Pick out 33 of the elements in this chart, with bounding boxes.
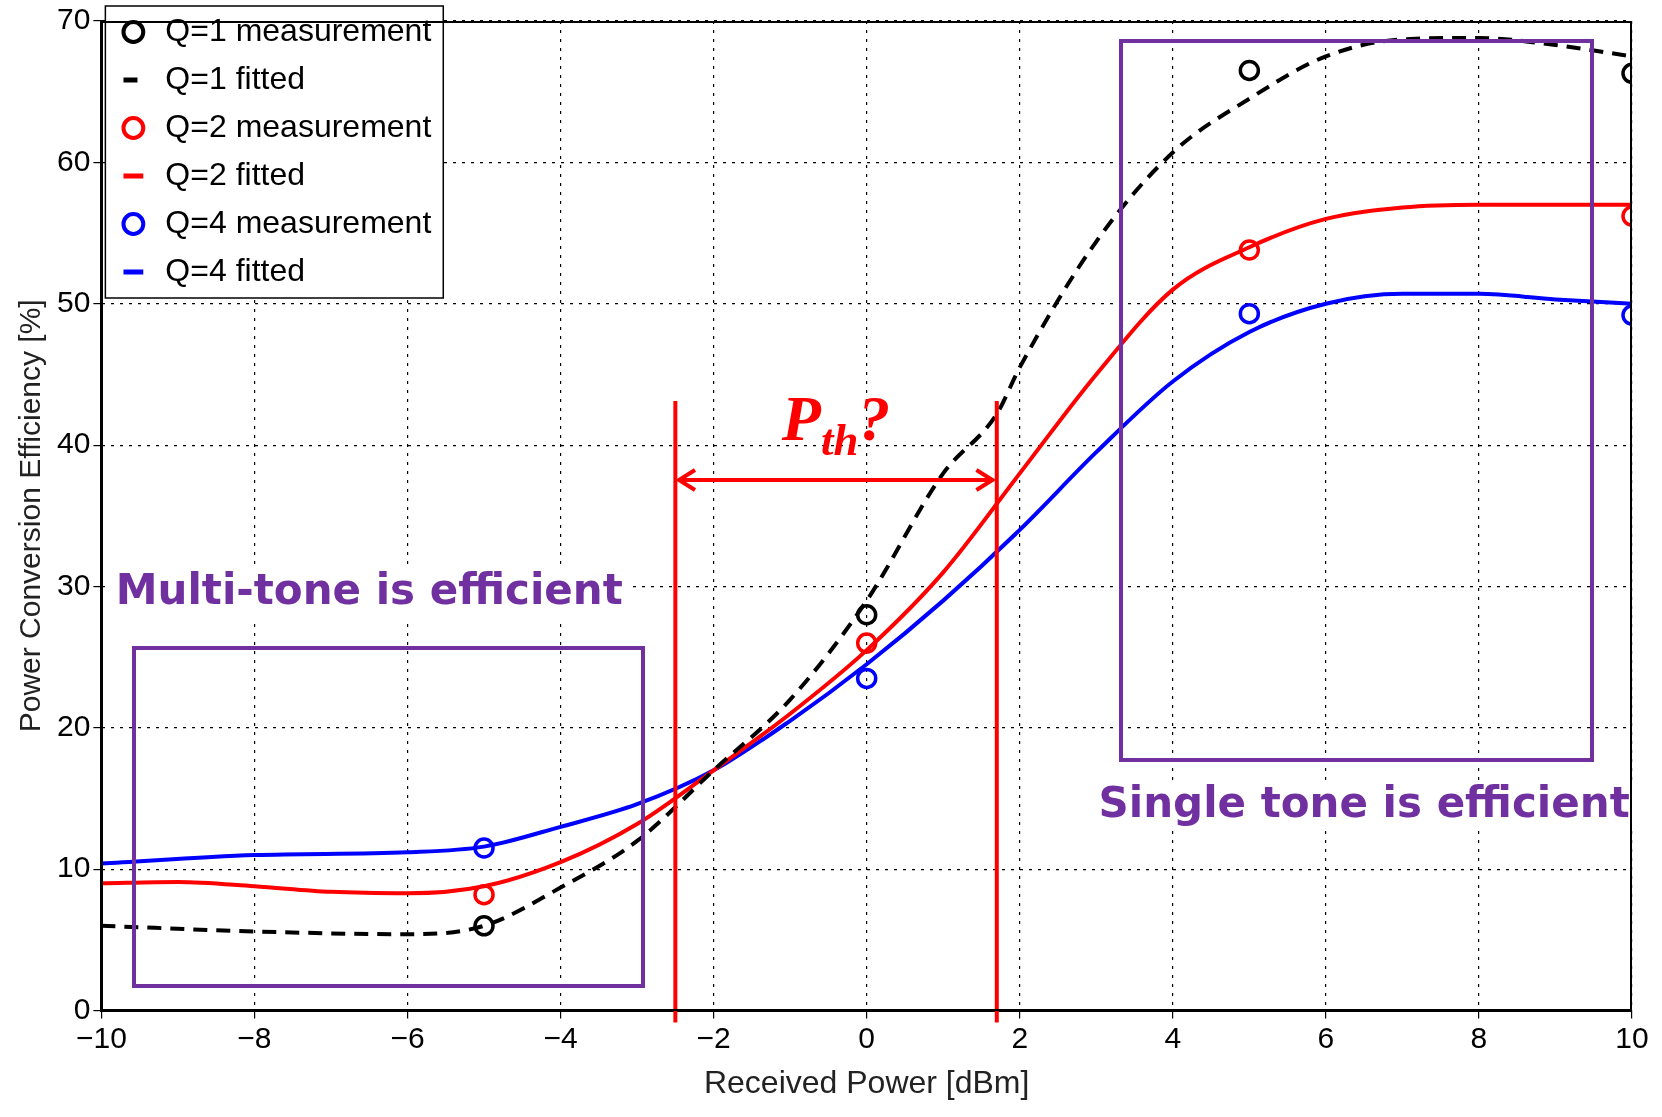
annotation: Single tone is efficient [1098,777,1630,827]
legend-label: Q=2 fitted [165,155,306,192]
legend-label: Q=4 fitted [165,251,306,288]
y-tick-label: 50 [56,285,91,319]
y-tick-label: 40 [56,426,91,460]
point [855,632,878,654]
point [473,883,495,906]
x-tick-label: −2 [696,1020,731,1054]
x-tick-label: 6 [1317,1020,1335,1054]
y-tick-label: 20 [56,709,91,743]
x-tick-label: −8 [237,1020,272,1054]
x-tick-label: −6 [390,1020,425,1054]
point [473,837,495,859]
y-tick-label: 30 [56,567,91,601]
legend-label: Q=1 fitted [165,59,306,96]
y-tick-label: 70 [56,2,91,36]
x-axis-title: Received Power [dBm] [703,1063,1030,1100]
annotation: Multi-tone is efficient [115,565,623,615]
legend-label: Q=2 measurement [165,107,432,144]
x-tick-label: 0 [858,1020,876,1054]
y-axis-title: Power Conversion Efficiency [%] [13,299,47,733]
point [855,667,878,690]
x-tick-label: 2 [1011,1020,1029,1054]
point [855,604,878,626]
legend-label: Q=4 measurement [165,203,432,240]
x-tick-label: −4 [543,1020,578,1054]
point [473,915,495,937]
line-series [101,291,1632,866]
y-tick-label: 60 [56,143,91,177]
y-tick-label: 10 [56,850,91,884]
x-tick-label: 8 [1470,1020,1488,1054]
x-tick-label: 4 [1164,1020,1182,1054]
x-tick-label: 10 [1615,1020,1649,1054]
